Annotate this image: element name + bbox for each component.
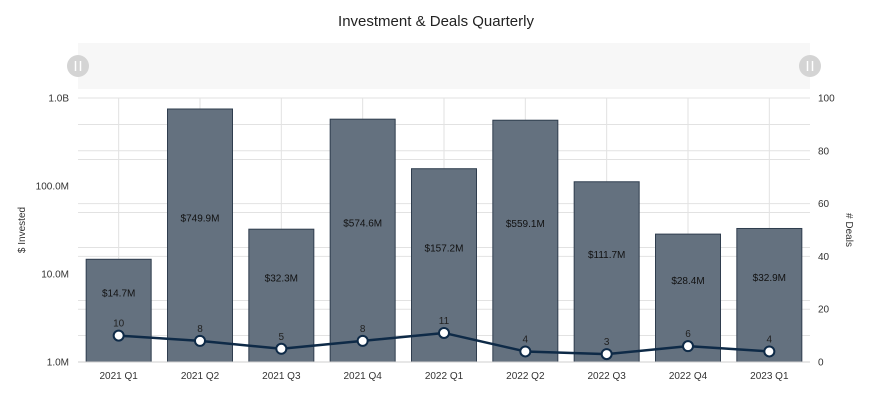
y-right-tick-label: 0 bbox=[818, 358, 824, 369]
y-left-tick-label: 10.0M bbox=[41, 270, 69, 281]
x-tick-label: 2021 Q3 bbox=[262, 371, 301, 382]
y-right-tick-label: 60 bbox=[818, 199, 830, 210]
point-data-label: 4 bbox=[523, 334, 529, 345]
bar-data-label: $157.2M bbox=[425, 243, 464, 254]
zoom-handle-right[interactable] bbox=[799, 55, 821, 77]
y-left-tick-label: 1.0M bbox=[47, 358, 69, 369]
zoom-handle-left[interactable] bbox=[67, 55, 89, 77]
point-data-label: 8 bbox=[360, 324, 366, 335]
x-tick-label: 2021 Q2 bbox=[181, 371, 220, 382]
bar[interactable] bbox=[573, 181, 640, 363]
bar[interactable] bbox=[85, 258, 152, 363]
grip-icon[interactable] bbox=[67, 55, 89, 77]
x-tick-label: 2022 Q3 bbox=[587, 371, 626, 382]
x-tick-label: 2022 Q4 bbox=[669, 371, 708, 382]
line-point[interactable] bbox=[682, 340, 694, 353]
axes: 1.0M 10.0M 100.0M 1.0B 0 20 40 60 80 100 2021 Q1 20… bbox=[36, 94, 835, 383]
point-data-label: 6 bbox=[685, 329, 691, 340]
point-data-label: 8 bbox=[197, 324, 203, 335]
y-left-tick-label: 1.0B bbox=[48, 94, 69, 105]
bar[interactable] bbox=[736, 227, 803, 363]
point-data-label: 10 bbox=[113, 319, 125, 330]
point-data-label: 3 bbox=[604, 337, 610, 348]
bar[interactable] bbox=[167, 108, 233, 363]
line-series: 10 8 5 8 11 4 3 6 4 bbox=[112, 316, 776, 361]
zoom-slider[interactable] bbox=[67, 43, 821, 89]
point-data-label: 4 bbox=[767, 334, 773, 345]
line-point[interactable] bbox=[275, 342, 288, 355]
x-tick-label: 2021 Q4 bbox=[343, 371, 382, 382]
x-tick-label: 2022 Q1 bbox=[425, 371, 464, 382]
bar-data-label: $574.6M bbox=[343, 219, 382, 230]
y-left-tick-label: 100.0M bbox=[36, 182, 69, 193]
y-axis-right-title: # Deals bbox=[843, 213, 854, 247]
line-point[interactable] bbox=[519, 345, 532, 358]
bar[interactable] bbox=[492, 119, 559, 363]
y-right-tick-label: 100 bbox=[818, 94, 835, 105]
grip-icon[interactable] bbox=[799, 55, 821, 77]
zoom-slider-track[interactable] bbox=[78, 43, 810, 89]
x-tick-label: 2021 Q1 bbox=[99, 371, 138, 382]
chart-title: Investment & Deals Quarterly bbox=[338, 13, 534, 30]
line-point[interactable] bbox=[356, 334, 369, 347]
bar-data-label: $14.7M bbox=[102, 289, 135, 300]
bar-data-label: $32.3M bbox=[265, 274, 298, 285]
bar-data-label: $28.4M bbox=[671, 276, 704, 287]
point-data-label: 5 bbox=[279, 332, 285, 343]
bar-series: $14.7M $749.9M $32.3M $574.6M $157.2M $559.1M… bbox=[85, 108, 803, 363]
point-data-label: 11 bbox=[439, 316, 450, 327]
x-tick-label: 2022 Q2 bbox=[506, 371, 545, 382]
bar-data-label: $749.9M bbox=[181, 213, 220, 224]
bar-data-label: $32.9M bbox=[753, 273, 786, 284]
line-point[interactable] bbox=[194, 334, 206, 347]
line-point[interactable] bbox=[600, 348, 613, 361]
line-point[interactable] bbox=[438, 326, 450, 339]
bar-data-label: $111.7M bbox=[588, 250, 625, 261]
y-right-tick-label: 80 bbox=[818, 146, 830, 157]
bar[interactable] bbox=[329, 118, 396, 363]
y-right-tick-label: 20 bbox=[818, 305, 830, 316]
x-tick-label: 2023 Q1 bbox=[750, 371, 789, 382]
line-point[interactable] bbox=[112, 329, 125, 342]
bar[interactable] bbox=[248, 228, 315, 363]
line-point[interactable] bbox=[763, 345, 776, 358]
bar-data-label: $559.1M bbox=[506, 219, 545, 230]
y-axis-left-title: $ Invested bbox=[17, 207, 28, 253]
y-right-tick-label: 40 bbox=[818, 252, 830, 263]
